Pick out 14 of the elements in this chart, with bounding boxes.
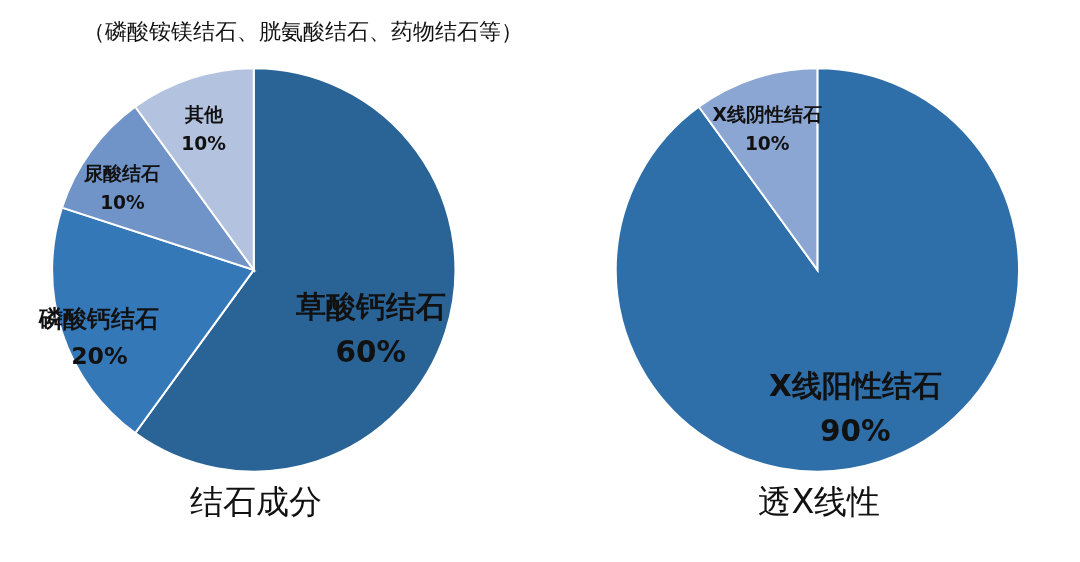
data-label: 10% (744, 133, 790, 155)
text: 结石成分 (189, 481, 322, 521)
text: （磷酸铵镁结石、胱氨酸结石、药物结石等） (82, 18, 523, 44)
slice-label: X线阳性结石 (769, 368, 942, 403)
slice-label: 草酸钙结石 (295, 289, 446, 324)
text: 透X线性 (758, 481, 881, 521)
pie-slice (614, 67, 1020, 473)
data-label: 10% (100, 192, 146, 214)
data-label: 60% (335, 335, 407, 370)
slice-label: 其他 (183, 104, 224, 126)
slice-label: 尿酸结石 (83, 163, 161, 185)
data-label: 10% (181, 133, 227, 155)
data-label: 90% (820, 414, 891, 449)
data-label: 20% (71, 341, 128, 370)
